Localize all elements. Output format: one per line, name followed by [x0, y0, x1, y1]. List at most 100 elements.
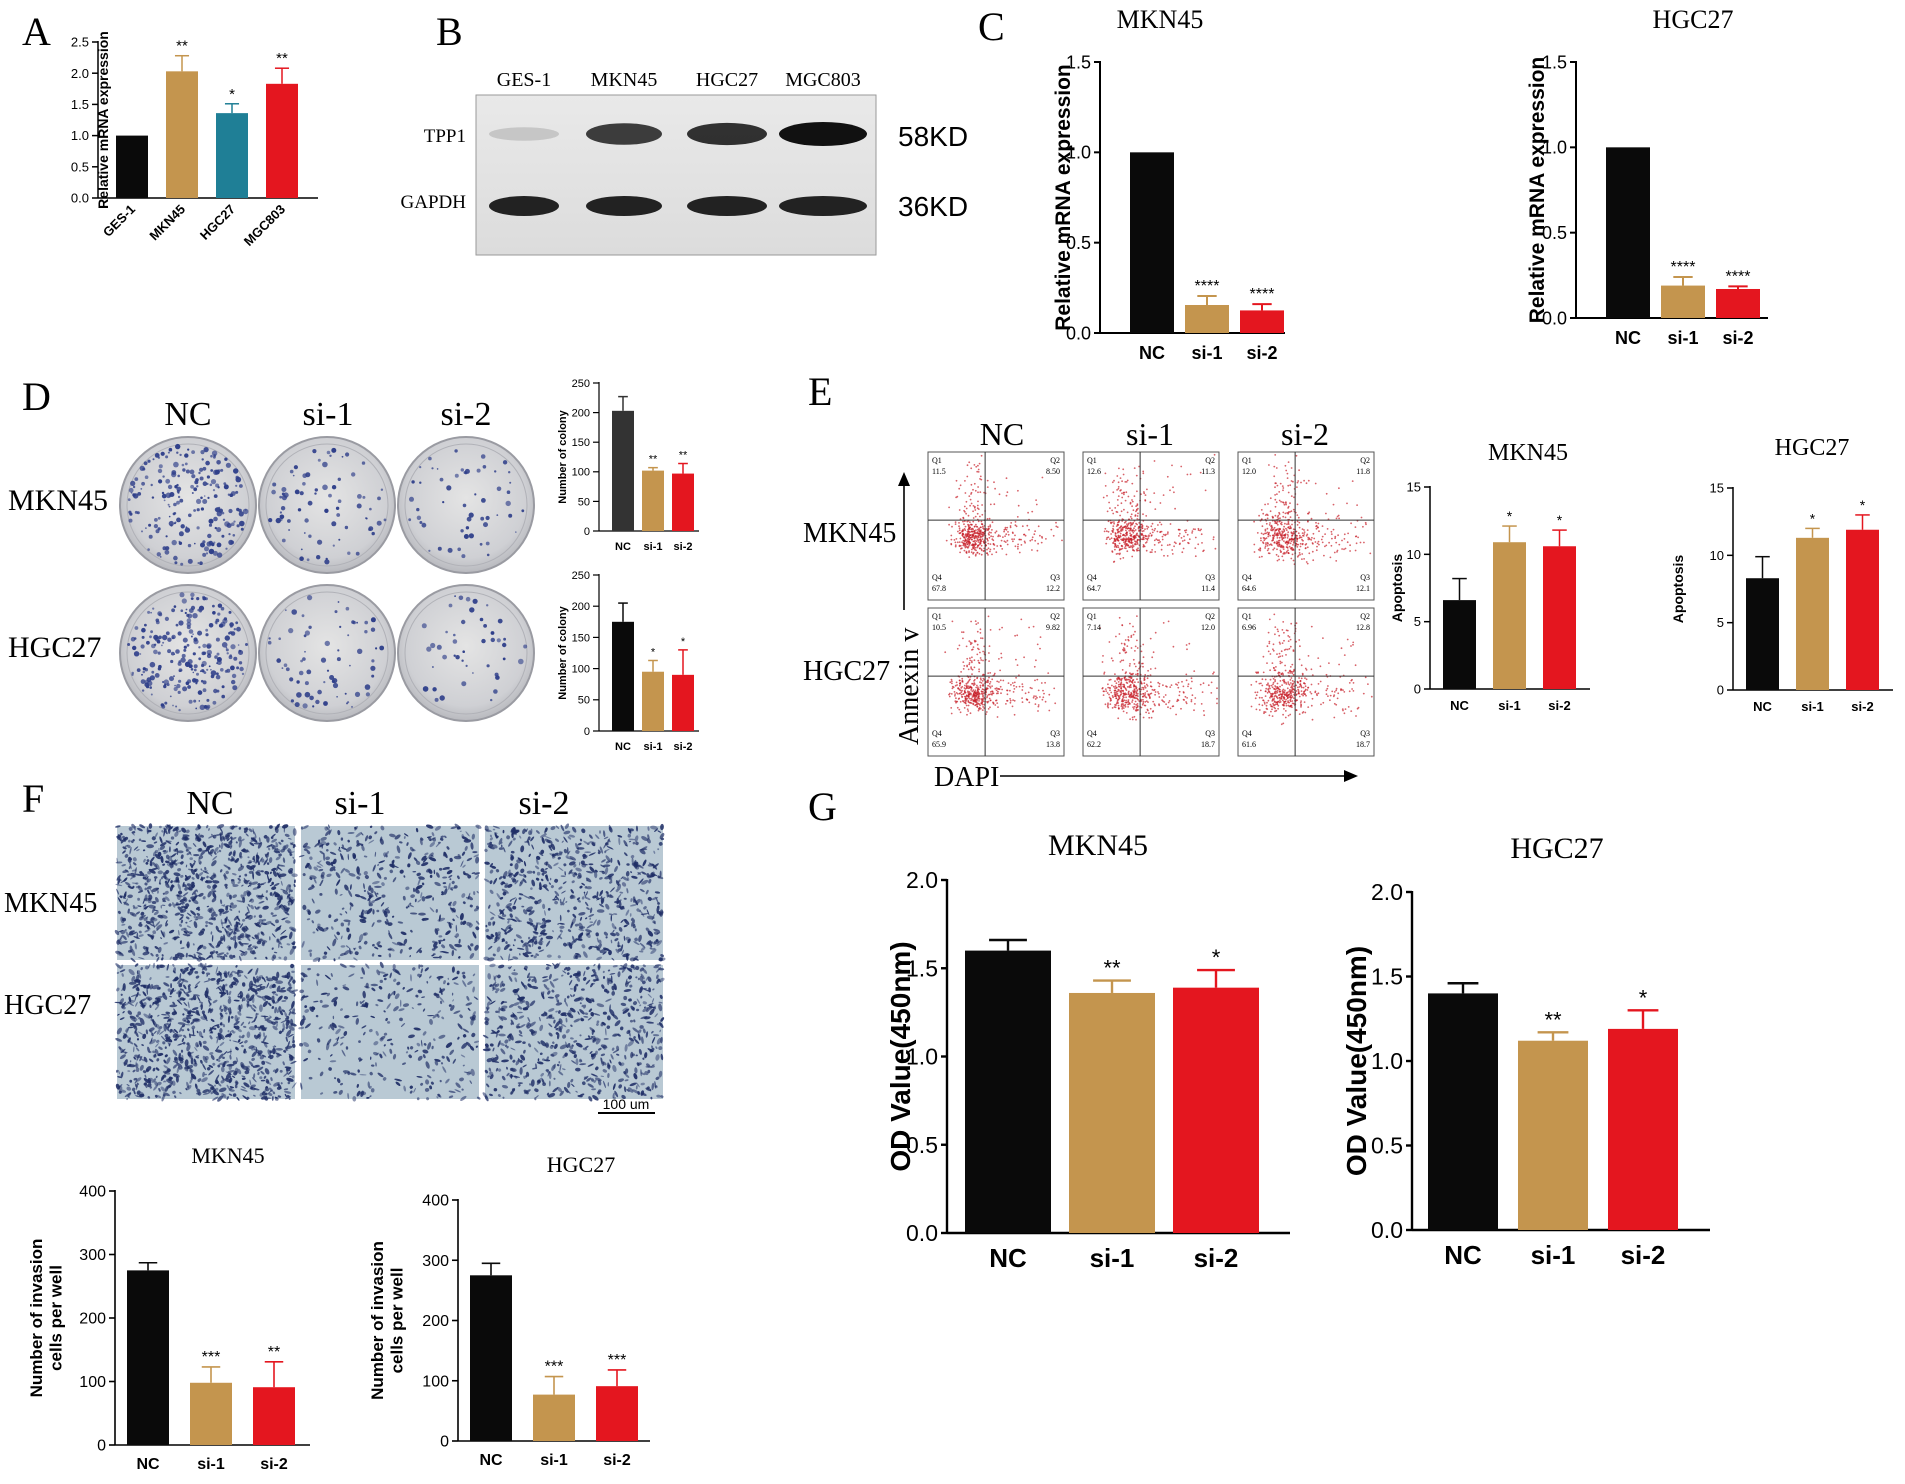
bar-charts: 0.00.51.01.52.02.5GES-1**MKN45*HGC27**MG…	[27, 5, 1893, 1473]
category-label: si-1	[1531, 1240, 1576, 1270]
bar	[1608, 1028, 1678, 1230]
y-tick-label: 50	[578, 695, 590, 707]
y-tick-label: 10	[1710, 548, 1724, 563]
category-label: si-2	[674, 741, 693, 753]
category-label: NC	[1139, 343, 1165, 363]
quadrant-label: 12.6	[1087, 467, 1101, 476]
y-tick-label: 1.5	[1542, 52, 1567, 72]
y-tick-label: 2.5	[71, 35, 89, 50]
bar-chart: 0 100 200 300 400 NC *** si-1 ** si-2 Number of in…	[27, 1143, 310, 1473]
bar-chart: 0 50 100 150 200 250 NC * si-1 * si-2 Number of col…	[557, 570, 699, 753]
category-label: MGC803	[241, 202, 288, 249]
micrograph	[298, 823, 482, 963]
bar	[1746, 578, 1779, 690]
quadrant-label: 11.5	[932, 467, 946, 476]
category-label: si-1	[197, 1456, 225, 1473]
quadrant-label: 65.9	[932, 740, 946, 749]
y-tick-label: 0	[440, 1434, 449, 1451]
bar	[533, 1394, 575, 1441]
quadrant-label: Q2	[1205, 456, 1215, 465]
quadrant-label: 10.5	[932, 623, 946, 632]
category-label: si-1	[644, 741, 663, 753]
quadrant-label: Q3	[1360, 729, 1370, 738]
category-label: si-1	[540, 1452, 568, 1469]
bar-chart: 0 5 10 15 NC * si-1 * si-2 Apoptosis HGC27	[1670, 435, 1893, 714]
quadrant-label: Q1	[932, 612, 942, 621]
category-label: HGC27	[197, 202, 238, 243]
gapdh-band	[489, 196, 559, 216]
bar	[116, 135, 148, 198]
y-tick-label: 1.5	[1066, 52, 1091, 72]
quadrant-label: Q1	[1087, 456, 1097, 465]
significance-label: **	[176, 38, 188, 55]
y-tick-label: 5	[1414, 614, 1421, 629]
category-label: si-2	[603, 1452, 631, 1469]
quadrant-label: Q4	[1087, 573, 1097, 582]
tpp1-band	[586, 123, 662, 145]
bar	[1543, 546, 1576, 689]
y-axis-label: OD Value(450nm)	[885, 941, 916, 1171]
y-axis-label: Number of invasioncells per well	[27, 1239, 66, 1398]
y-tick-label: 0.5	[1066, 233, 1091, 253]
significance-label: **	[649, 454, 658, 466]
bar	[1846, 529, 1879, 690]
chart-title: HGC27	[547, 1152, 615, 1177]
y-tick-label: 0.5	[71, 159, 89, 174]
bar	[1796, 537, 1829, 690]
bar	[1518, 1040, 1588, 1230]
significance-label: *	[681, 636, 686, 648]
bar	[166, 71, 198, 198]
category-label: MKN45	[146, 202, 188, 244]
significance-label: ****	[1726, 268, 1751, 285]
bar	[612, 621, 634, 731]
y-axis-label: Relative mRNA expression	[1052, 64, 1075, 331]
y-tick-label: 150	[572, 632, 590, 644]
significance-label: ****	[1250, 286, 1275, 303]
flow-plot: Q1 6.96 Q2 12.8 Q3 18.7 Q4 61.6	[1237, 607, 1375, 757]
y-tick-label: 1.5	[71, 97, 89, 112]
panel-letter-A: A	[22, 9, 51, 54]
bar	[1240, 310, 1284, 333]
y-tick-label: 1.0	[1542, 138, 1567, 158]
dish-col-label: si-2	[441, 396, 492, 433]
panel-letter-C: C	[978, 4, 1005, 49]
significance-label: ***	[545, 1359, 564, 1376]
quadrant-label: 12.2	[1046, 584, 1060, 593]
y-tick-label: 150	[572, 437, 590, 449]
bar	[127, 1270, 169, 1445]
blot-lane-label: MKN45	[591, 69, 658, 91]
y-tick-label: 250	[572, 570, 590, 582]
y-tick-label: 5	[1717, 615, 1724, 630]
transwell-col-label: si-1	[335, 785, 386, 822]
category-label: si-2	[1851, 699, 1873, 714]
flow-row-label: MKN45	[803, 518, 896, 549]
quadrant-label: Q2	[1050, 612, 1060, 621]
colony-dish	[258, 584, 396, 722]
micrograph	[114, 823, 298, 963]
y-tick-label: 400	[422, 1193, 449, 1210]
significance-label: ****	[1671, 259, 1696, 276]
category-label: NC	[1450, 698, 1469, 713]
chart-title: MKN45	[1117, 5, 1204, 34]
dish-col-label: si-1	[303, 396, 354, 433]
significance-label: *	[229, 86, 235, 103]
blot-lane-label: MGC803	[785, 69, 861, 91]
flow-plot: Q1 10.5 Q2 9.82 Q3 13.8 Q4 65.9	[927, 607, 1065, 757]
bar	[1130, 152, 1174, 333]
quadrant-label: 9.82	[1046, 623, 1060, 632]
quadrant-label: 61.6	[1242, 740, 1256, 749]
category-label: si-1	[1667, 328, 1698, 348]
y-tick-label: 0	[1717, 683, 1724, 698]
gapdh-band	[687, 196, 767, 216]
y-tick-label: 15	[1407, 480, 1421, 495]
y-tick-label: 0.0	[1066, 323, 1091, 343]
quadrant-label: Q2	[1050, 456, 1060, 465]
bar	[965, 950, 1051, 1233]
quadrant-label: 18.7	[1356, 740, 1370, 749]
micrograph	[298, 961, 481, 1102]
quadrant-label: Q4	[1242, 729, 1252, 738]
quadrant-label: Q1	[1242, 456, 1252, 465]
dish-row-label: HGC27	[8, 631, 101, 664]
y-tick-label: 1.5	[1371, 964, 1403, 990]
bar	[1428, 993, 1498, 1230]
